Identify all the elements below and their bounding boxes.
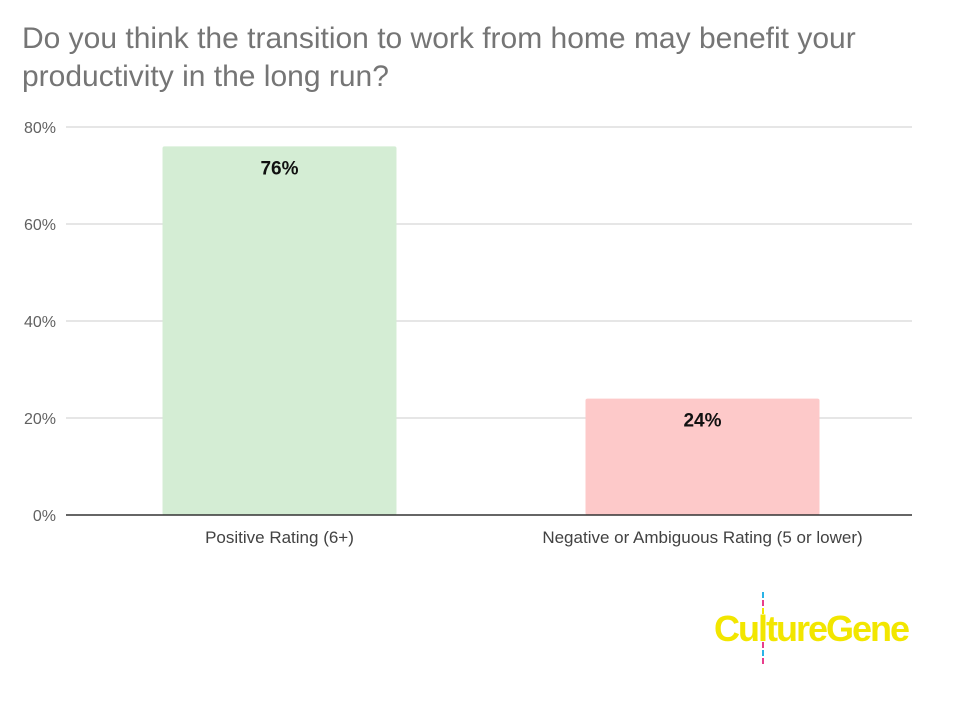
data-labels: 76% 24%: [260, 158, 721, 431]
bar: [585, 398, 820, 515]
chart-title: Do you think the transition to work from…: [22, 22, 856, 93]
data-label: 76%: [260, 158, 298, 179]
y-axis-ticks: 0% 20% 40% 60% 80%: [24, 120, 56, 525]
y-tick-label: 40%: [24, 314, 56, 331]
logo-text: CultureGene: [714, 608, 910, 649]
bars: [162, 146, 820, 515]
y-tick-label: 80%: [24, 120, 56, 137]
data-label: 24%: [683, 411, 721, 432]
bar: [162, 146, 397, 515]
category-label: Negative or Ambiguous Rating (5 or lower…: [542, 528, 862, 547]
x-axis-labels: Positive Rating (6+) Negative or Ambiguou…: [205, 528, 863, 547]
logo-dna-icon: [762, 592, 764, 664]
y-tick-label: 20%: [24, 411, 56, 428]
category-label: Positive Rating (6+): [205, 528, 354, 547]
y-tick-label: 0%: [33, 508, 56, 525]
culturegene-logo: CultureGene: [712, 592, 922, 664]
y-tick-label: 60%: [24, 217, 56, 234]
